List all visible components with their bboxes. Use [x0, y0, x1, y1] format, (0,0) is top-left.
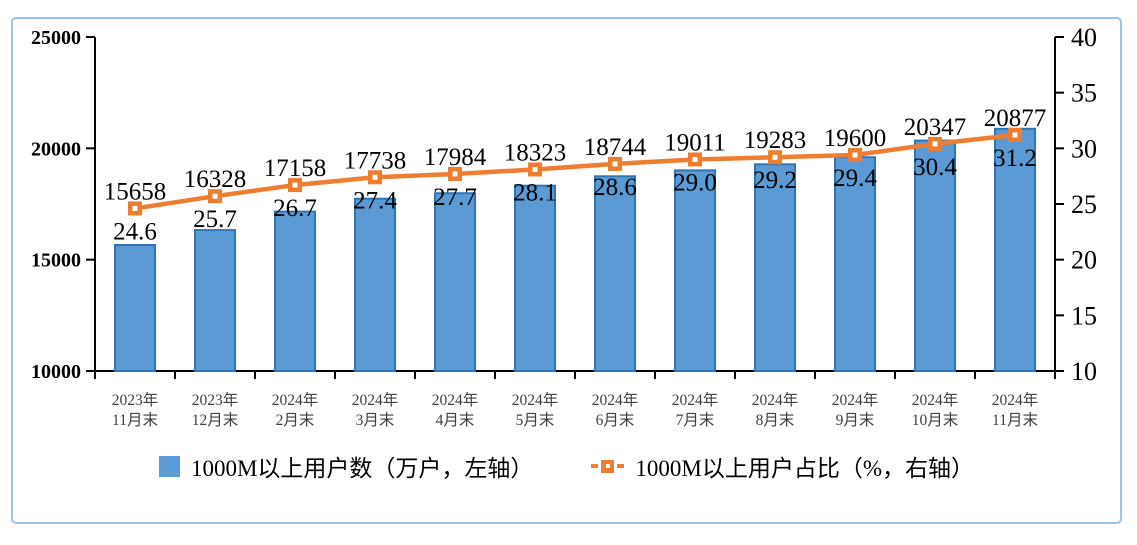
line-series-marker-icon — [591, 459, 625, 473]
right-axis-tick-label: 15 — [1071, 301, 1097, 330]
ratio-value-label: 28.1 — [513, 179, 557, 206]
x-category-label-line1: 2023年 — [192, 391, 239, 409]
x-category-label-line2: 11月末 — [992, 411, 1038, 429]
chart-legend: 1000M以上用户数（万户，左轴） 1000M以上用户占比（%，右轴） — [13, 449, 1120, 483]
line-marker-center — [532, 166, 538, 172]
line-marker-center — [452, 171, 458, 177]
line-dash-icon — [591, 464, 599, 468]
bar-series-swatch-icon — [158, 455, 180, 477]
ratio-value-label: 27.4 — [353, 187, 397, 214]
x-category-label-line1: 2024年 — [832, 391, 879, 409]
ratio-value-label: 27.7 — [433, 184, 477, 211]
line-marker-center — [292, 182, 298, 188]
x-category-label-line2: 3月末 — [356, 411, 395, 429]
ratio-line — [134, 132, 1016, 211]
line-dash-icon — [617, 464, 625, 468]
bar-value-label: 20347 — [904, 114, 967, 141]
line-marker-center — [692, 156, 698, 162]
x-category-label-line1: 2024年 — [272, 391, 319, 409]
ratio-value-label: 28.6 — [593, 174, 637, 201]
bar-value-label: 18323 — [504, 139, 567, 166]
bar — [834, 156, 876, 372]
line-marker-center — [852, 152, 858, 158]
x-category-label-line1: 2024年 — [512, 391, 559, 409]
right-axis-tick-label: 30 — [1071, 134, 1097, 163]
bar-value-label: 19600 — [824, 125, 887, 152]
left-axis-tick-label: 20000 — [31, 138, 81, 160]
x-category-label-line2: 5月末 — [516, 411, 555, 429]
ratio-value-label: 25.7 — [193, 206, 237, 233]
bar-value-label: 15658 — [104, 178, 167, 205]
chart-frame: 10000 15000 20000 25000 10 15 20 25 30 35 40 2023年 1… — [11, 17, 1122, 524]
x-category-label-line2: 2月末 — [276, 411, 315, 429]
x-category-label-line1: 2024年 — [992, 391, 1039, 409]
bar — [354, 197, 396, 372]
line-marker-center — [212, 193, 218, 199]
bar — [754, 163, 796, 372]
line-marker-center — [932, 141, 938, 147]
line-marker-center — [772, 154, 778, 160]
bar — [914, 139, 956, 372]
x-category-label-line1: 2024年 — [752, 391, 799, 409]
x-category-label-line1: 2024年 — [432, 391, 479, 409]
bar-value-label: 19283 — [744, 127, 807, 154]
ratio-value-label: 29.0 — [673, 169, 717, 196]
bar-value-label: 17158 — [264, 155, 327, 182]
bar — [114, 244, 156, 372]
bar — [594, 175, 636, 372]
x-category-label-line2: 7月末 — [676, 411, 715, 429]
ratio-value-label: 26.7 — [273, 195, 317, 222]
bar-value-label: 18744 — [584, 134, 647, 161]
legend-line-label: 1000M以上用户占比（%，右轴） — [635, 456, 975, 481]
line-square-marker-icon — [601, 459, 615, 473]
ratio-value-label: 29.2 — [753, 167, 797, 194]
left-axis-tick-label: 25000 — [31, 27, 81, 49]
bar-value-label: 16328 — [184, 166, 247, 193]
x-category-label-line2: 8月末 — [756, 411, 795, 429]
ratio-value-label: 24.6 — [113, 218, 157, 245]
x-category-label-line1: 2024年 — [352, 391, 399, 409]
left-axis-tick-label: 10000 — [31, 361, 81, 383]
bar — [274, 210, 316, 372]
right-axis-tick-label: 10 — [1071, 357, 1097, 386]
x-category-label-line2: 10月末 — [912, 411, 959, 429]
bar-value-label: 19011 — [664, 129, 726, 156]
legend-item-line-series: 1000M以上用户占比（%，右轴） — [591, 449, 974, 483]
ratio-value-label: 31.2 — [993, 145, 1037, 172]
x-category-label-line1: 2024年 — [912, 391, 959, 409]
line-marker-center — [612, 161, 618, 167]
right-axis-tick-label: 20 — [1071, 246, 1097, 275]
ratio-value-label: 29.4 — [833, 165, 877, 192]
line-marker-center — [372, 174, 378, 180]
x-category-label-line2: 12月末 — [192, 411, 239, 429]
bar-value-label: 20877 — [984, 105, 1047, 132]
legend-item-bar-series: 1000M以上用户数（万户，左轴） — [158, 449, 534, 483]
bar-value-label: 17984 — [424, 144, 487, 171]
ratio-value-label: 30.4 — [913, 154, 957, 181]
left-axis-tick-label: 15000 — [31, 250, 81, 272]
bar-value-label: 17738 — [344, 147, 407, 174]
x-category-label-line2: 4月末 — [436, 411, 475, 429]
right-axis-tick-label: 25 — [1071, 190, 1097, 219]
right-axis-tick-label: 40 — [1071, 23, 1097, 52]
bar — [994, 127, 1036, 372]
bar — [194, 229, 236, 372]
line-marker-center — [1012, 132, 1018, 138]
x-category-label-line2: 9月末 — [836, 411, 875, 429]
bar — [674, 169, 716, 372]
x-category-label-line2: 11月末 — [112, 411, 158, 429]
x-category-label-line2: 6月末 — [596, 411, 635, 429]
x-category-label-line1: 2024年 — [592, 391, 639, 409]
x-category-label-line1: 2023年 — [112, 391, 159, 409]
combo-chart: 10000 15000 20000 25000 10 15 20 25 30 35 40 2023年 1… — [31, 23, 1097, 429]
right-axis-tick-label: 35 — [1071, 79, 1097, 108]
line-marker-center — [132, 205, 138, 211]
bar — [434, 192, 476, 372]
x-category-label-line1: 2024年 — [672, 391, 719, 409]
legend-bar-label: 1000M以上用户数（万户，左轴） — [190, 456, 534, 481]
bar — [514, 184, 556, 372]
